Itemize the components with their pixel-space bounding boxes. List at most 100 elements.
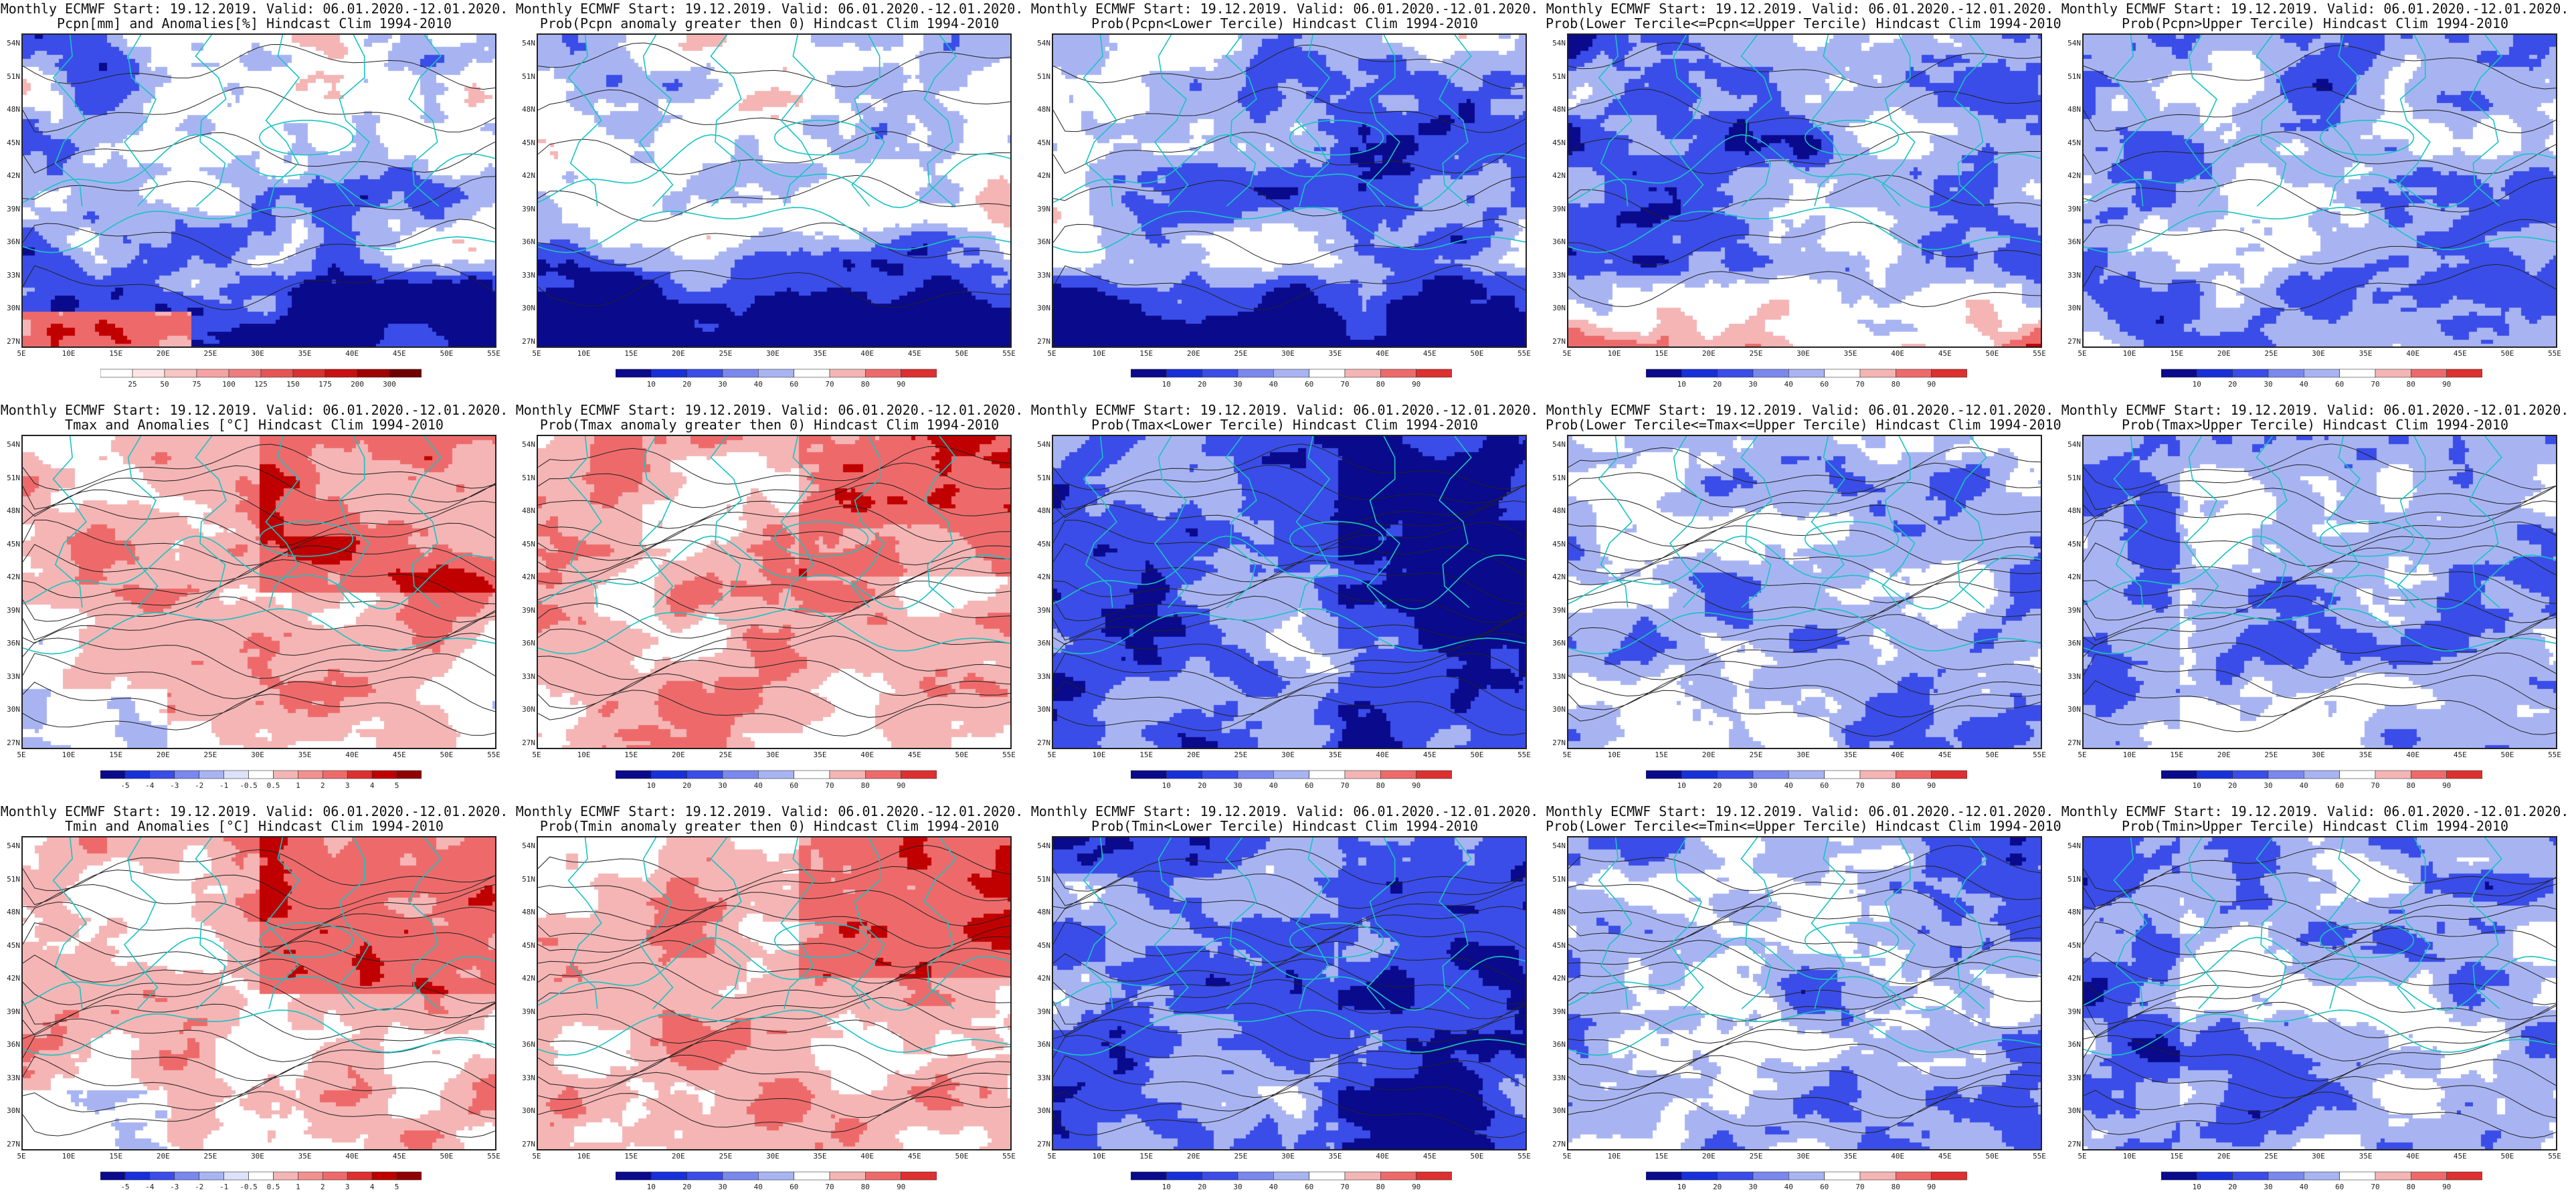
latitude-label: 51N	[2067, 473, 2081, 482]
contour-lines	[2084, 45, 2556, 310]
colorbar-swatch	[1788, 369, 1825, 378]
coastline-borders	[2084, 837, 2556, 1056]
latitude-label: 48N	[1552, 506, 1566, 516]
longitude-label: 20E	[1701, 750, 1716, 759]
longitude-label: 50E	[1470, 349, 1484, 358]
shaded-field	[538, 35, 1010, 346]
panel-subtitle-line: Prob(Tmax>Upper Tercile) Hindcast Clim 1…	[2122, 417, 2508, 433]
latitude-label: 54N	[7, 39, 20, 47]
map-overlay	[538, 35, 1010, 308]
map-panel: Monthly ECMWF Start: 19.12.2019. Valid: …	[1546, 0, 2061, 401]
colorbar-swatch	[901, 770, 937, 779]
latitude-label: 36N	[7, 639, 20, 648]
longitude-label: 55E	[1517, 750, 1531, 759]
colorbar-tick-label: 3	[345, 781, 350, 790]
contour-lines	[1568, 42, 2041, 308]
longitude-label: 55E	[2548, 349, 2561, 358]
longitude-label: 30E	[766, 349, 779, 358]
longitude-label: 50E	[440, 750, 454, 759]
coastline-borders	[1568, 35, 2041, 254]
panel-subtitle-line: Prob(Tmin>Upper Tercile) Hindcast Clim 1…	[2122, 818, 2508, 834]
colorbar-tick-label: 30	[718, 380, 727, 389]
longitude-label: 10E	[1607, 1152, 1621, 1161]
colorbar: -5 -4 -3 -2 -1 -0.5 0.5 1 2 3 4 5	[100, 770, 422, 790]
colorbar-tick-label: 10	[647, 1183, 656, 1191]
longitude-label: 5E	[1562, 349, 1572, 358]
latitude-label: 36N	[7, 237, 20, 247]
longitude-label: 50E	[1470, 750, 1484, 759]
longitude-label: 20E	[671, 349, 685, 358]
colorbar-tick-label: 60	[2335, 781, 2344, 790]
longitude-label: 40E	[345, 750, 359, 759]
colorbar-swatch	[1273, 1171, 1309, 1181]
colorbar-tick-label: 5	[395, 781, 399, 790]
colorbar-swatch	[2196, 770, 2233, 779]
longitude-label: 25E	[203, 750, 217, 759]
colorbar-tick-label: 90	[1412, 1183, 1420, 1191]
longitude-label: 30E	[766, 750, 779, 759]
latitude-label: 54N	[1552, 440, 1566, 449]
colorbar-tick-label: 70	[1855, 781, 1864, 790]
latitude-label: 45N	[2067, 940, 2081, 950]
longitude-label: 45E	[1422, 750, 1437, 759]
coastline-borders	[538, 837, 1010, 1056]
shaded-field	[1053, 837, 1526, 1149]
latitude-label: 54N	[522, 39, 535, 47]
latitude-label: 42N	[7, 171, 20, 181]
colorbar-swatch	[1824, 369, 1861, 378]
longitude-label: 45E	[907, 1152, 921, 1161]
colorbar-swatch	[174, 1171, 200, 1181]
longitude-label: 40E	[1891, 1152, 1905, 1161]
latitude-label: 36N	[7, 1040, 20, 1049]
longitude-label: 55E	[487, 750, 500, 759]
longitude-label: 25E	[719, 1152, 733, 1161]
latitude-label: 45N	[7, 940, 20, 950]
longitude-label: 55E	[1517, 1152, 1531, 1161]
colorbar-swatch	[223, 1171, 249, 1181]
colorbar-tick-label: 90	[897, 781, 905, 790]
latitude-label: 33N	[2067, 270, 2081, 280]
coastline-borders	[1053, 35, 1526, 254]
colorbar-tick-label: 2	[320, 1183, 325, 1191]
latitude-label: 42N	[1552, 171, 1566, 181]
longitude-label: 25E	[1749, 349, 1763, 358]
colorbar-swatch	[1202, 1171, 1238, 1181]
colorbar-swatch	[100, 369, 133, 378]
latitude-label: 30N	[7, 304, 20, 313]
panel-title-line: Monthly ECMWF Start: 19.12.2019. Valid: …	[1546, 1, 2054, 17]
latitude-label: 51N	[1037, 72, 1050, 81]
colorbar-swatch	[758, 369, 794, 378]
coastline-borders	[23, 35, 495, 254]
latitude-label: 39N	[1037, 1007, 1050, 1016]
colorbar-swatch	[1131, 770, 1167, 779]
colorbar-tick-label: 60	[790, 1183, 798, 1191]
longitude-label: 25E	[1749, 1152, 1763, 1161]
panel-subtitle-line: Tmin and Anomalies [°C] Hindcast Clim 19…	[65, 818, 444, 834]
colorbar: 10 20 30 40 60 70 80 90	[2161, 369, 2482, 389]
longitude-label: 45E	[2453, 349, 2467, 358]
colorbar-swatch	[1237, 1171, 1274, 1181]
longitude-label: 45E	[392, 1152, 406, 1161]
map-area	[537, 435, 1012, 749]
colorbar-tick-label: 20	[682, 781, 691, 790]
colorbar-tick-label: -5	[120, 1183, 129, 1191]
colorbar-swatch	[1416, 1171, 1452, 1181]
latitude-label: 33N	[2067, 672, 2081, 681]
latitude-label: 27N	[1037, 738, 1050, 747]
longitude-label: 5E	[2078, 349, 2087, 358]
colorbar-swatch	[124, 770, 151, 779]
colorbar-swatch	[1380, 770, 1416, 779]
colorbar-swatch	[1681, 1171, 1718, 1181]
latitude-label: 48N	[522, 506, 535, 516]
latitude-label: 33N	[1552, 270, 1566, 280]
longitude-label: 30E	[251, 750, 264, 759]
contour-lines	[1568, 845, 2041, 1134]
longitude-label: 55E	[487, 349, 500, 358]
colorbar-tick-label: 70	[2371, 781, 2379, 790]
shaded-field	[1568, 35, 2041, 346]
latitude-label: 33N	[1552, 672, 1566, 681]
colorbar-swatch	[2410, 369, 2447, 378]
map-overlay	[538, 436, 1010, 736]
latitude-label: 33N	[1552, 1073, 1566, 1082]
colorbar-swatch	[758, 770, 794, 779]
